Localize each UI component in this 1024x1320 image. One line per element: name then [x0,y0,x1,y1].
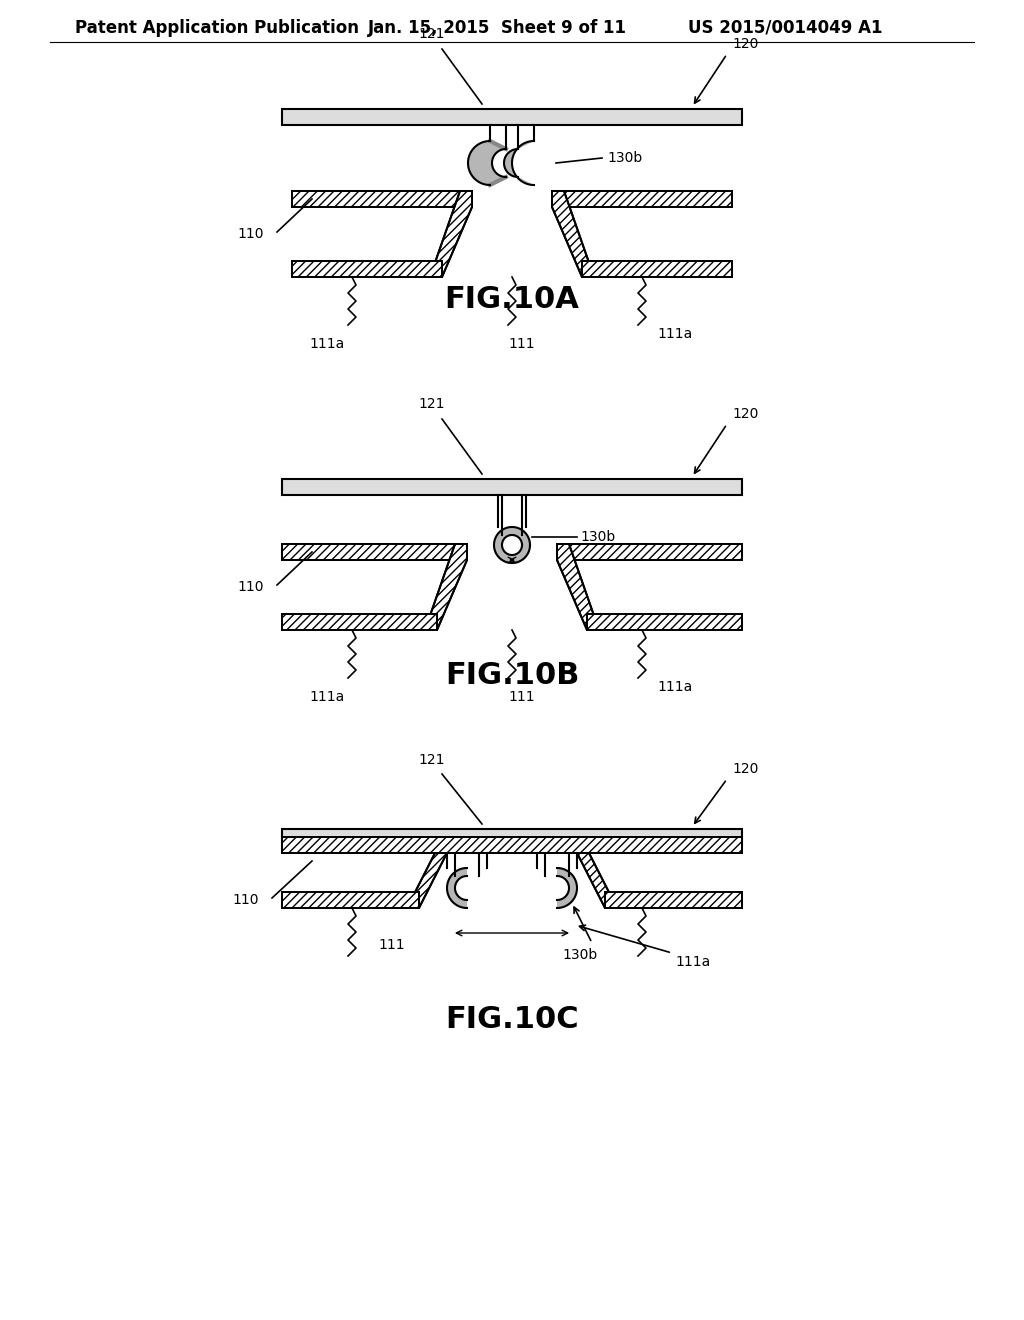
Polygon shape [430,191,472,277]
Polygon shape [552,191,594,277]
Text: 111a: 111a [675,954,711,969]
Polygon shape [282,892,419,908]
Text: 110: 110 [232,894,259,907]
Text: 121: 121 [419,26,445,41]
Polygon shape [557,869,577,908]
Text: 111a: 111a [657,680,692,694]
Text: 130b: 130b [607,150,642,165]
Polygon shape [425,544,467,630]
Text: 111a: 111a [309,337,345,351]
Polygon shape [468,141,506,185]
Polygon shape [292,191,472,207]
Text: 110: 110 [238,579,264,594]
Polygon shape [282,544,467,560]
Polygon shape [552,191,732,207]
Text: 111: 111 [509,690,536,704]
Text: Patent Application Publication: Patent Application Publication [75,18,359,37]
Text: 120: 120 [732,37,759,51]
Polygon shape [582,261,732,277]
Polygon shape [282,837,742,853]
Text: 111a: 111a [657,327,692,341]
Polygon shape [557,544,599,630]
Text: FIG.10B: FIG.10B [444,660,580,689]
Polygon shape [292,261,442,277]
Polygon shape [557,544,742,560]
Polygon shape [282,110,742,125]
Text: FIG.10C: FIG.10C [445,1006,579,1035]
Text: 111a: 111a [309,690,345,704]
Text: 121: 121 [419,397,445,411]
Text: 111: 111 [509,337,536,351]
Text: 120: 120 [732,762,759,776]
Text: Jan. 15, 2015  Sheet 9 of 11: Jan. 15, 2015 Sheet 9 of 11 [368,18,627,37]
Text: 130b: 130b [562,948,598,962]
Text: 111: 111 [379,939,406,952]
Text: 121: 121 [419,752,445,767]
Polygon shape [407,853,447,908]
Text: FIG.10A: FIG.10A [444,285,580,314]
Polygon shape [447,869,467,908]
Polygon shape [577,853,617,908]
Text: 110: 110 [238,227,264,242]
Polygon shape [282,479,742,495]
Text: 120: 120 [732,407,759,421]
Text: US 2015/0014049 A1: US 2015/0014049 A1 [688,18,883,37]
Polygon shape [494,527,530,564]
Polygon shape [504,141,534,185]
Polygon shape [282,829,742,845]
Polygon shape [587,614,742,630]
Polygon shape [282,614,437,630]
Text: 130b: 130b [580,531,615,544]
Polygon shape [605,892,742,908]
